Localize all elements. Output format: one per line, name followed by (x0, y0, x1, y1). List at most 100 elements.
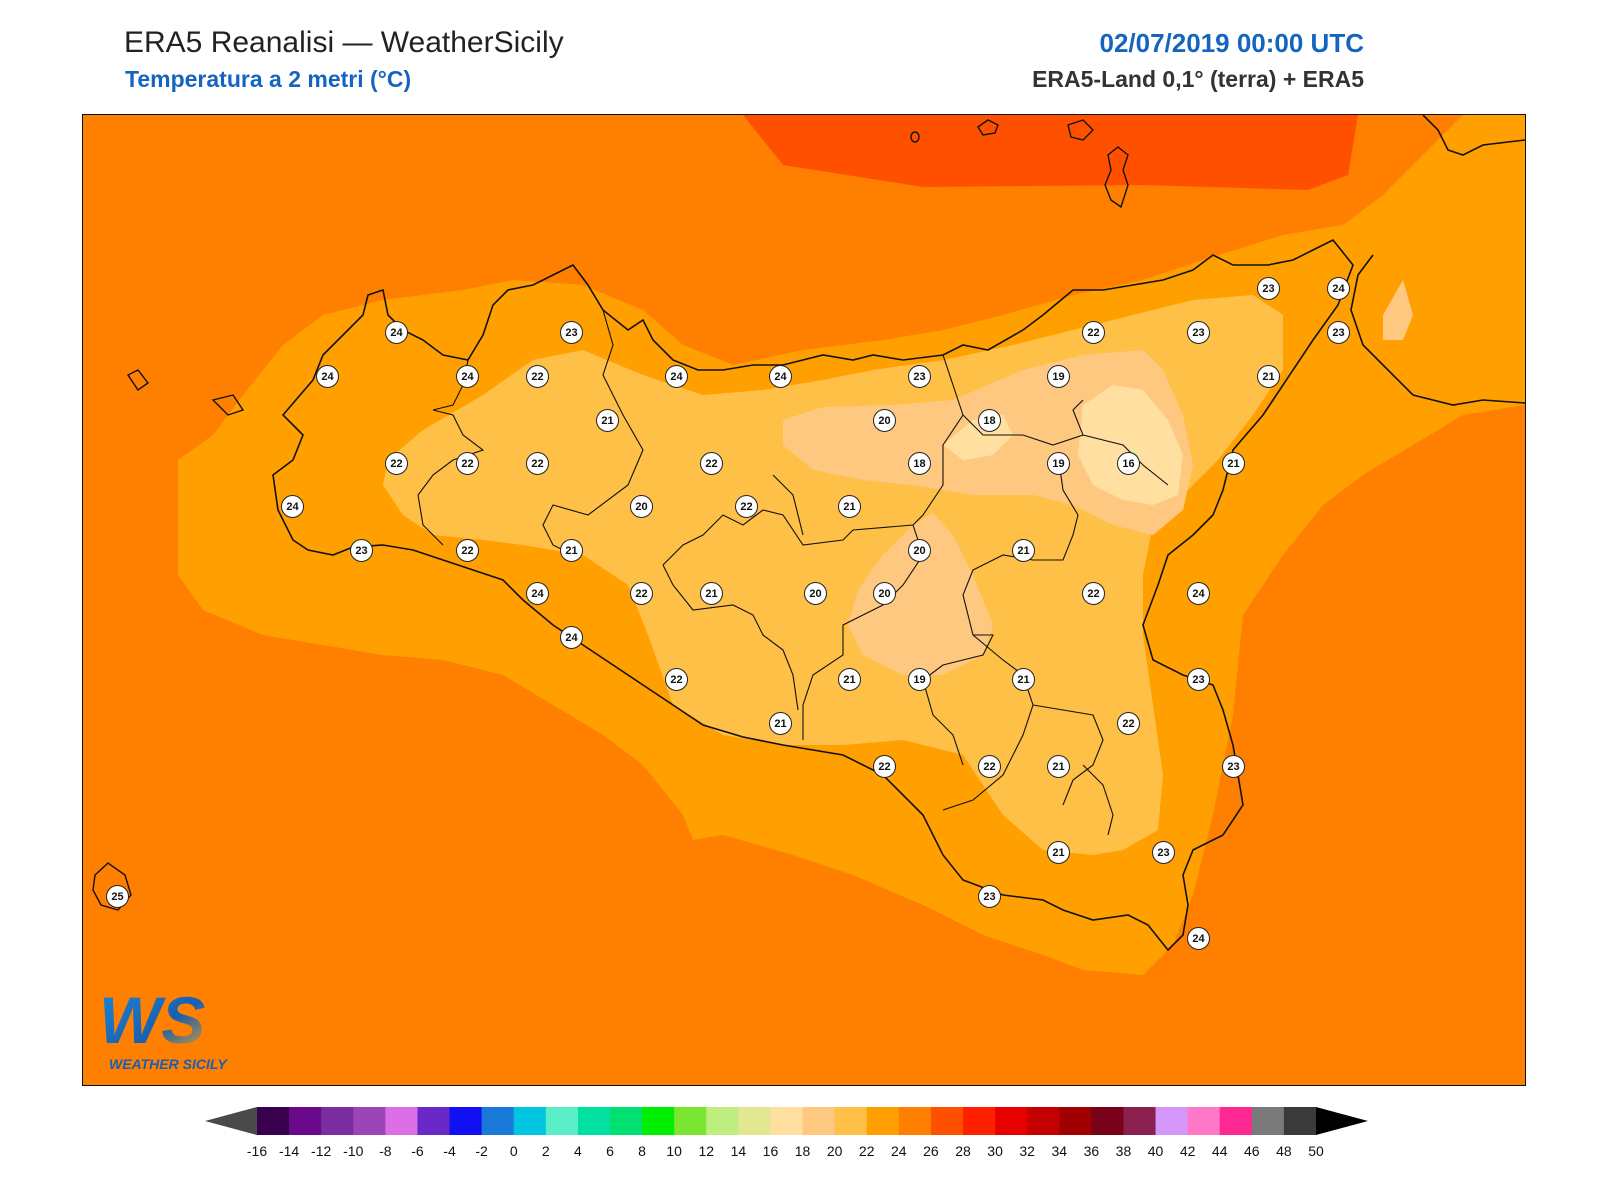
station-value: 22 (526, 452, 549, 475)
station-value: 20 (630, 495, 653, 518)
station-value: 23 (1187, 668, 1210, 691)
svg-text:WS: WS (99, 983, 205, 1057)
temperature-map: 24 23 24 24 22 24 24 23 22 23 23 24 23 19 21 21 20 18 22 22… (82, 114, 1526, 1086)
colorbar-swatch (995, 1107, 1028, 1135)
station-value: 23 (560, 321, 583, 344)
colorbar-swatch (1027, 1107, 1060, 1135)
colorbar-swatch (1123, 1107, 1157, 1135)
station-value: 21 (1257, 365, 1280, 388)
station-value: 21 (1047, 755, 1070, 778)
island-alicudi-filicudi (977, 119, 999, 136)
station-value: 23 (1327, 321, 1350, 344)
station-value: 22 (630, 582, 653, 605)
station-value: 24 (456, 365, 479, 388)
station-value: 20 (804, 582, 827, 605)
colorbar-tick-label: -4 (443, 1143, 456, 1159)
colorbar-swatch (417, 1107, 451, 1135)
colorbar-tick-label: 16 (762, 1143, 779, 1159)
station-value: 19 (1047, 452, 1070, 475)
station-value: 19 (908, 668, 931, 691)
colorbar-tick-label: -12 (311, 1143, 332, 1159)
temperature-field (83, 115, 1525, 1085)
province-boundaries (417, 309, 1169, 836)
island-ustica (910, 131, 920, 143)
colorbar-swatch (834, 1107, 868, 1135)
station-value: 23 (1187, 321, 1210, 344)
colorbar-tick-label: 8 (638, 1143, 646, 1159)
station-value: 23 (1152, 841, 1175, 864)
station-value: 21 (838, 495, 861, 518)
station-value: 24 (769, 365, 792, 388)
station-value: 21 (1047, 841, 1070, 864)
colorbar-tick-label: 40 (1147, 1143, 1164, 1159)
station-value: 23 (1257, 277, 1280, 300)
colorbar-tick-label: 26 (923, 1143, 939, 1159)
colorbar-swatch (610, 1107, 643, 1135)
sicily-coastline (272, 238, 1354, 952)
colorbar-swatch (898, 1107, 932, 1135)
contour-18-20-c (1383, 280, 1413, 340)
colorbar-swatch (674, 1107, 707, 1135)
station-value: 21 (838, 668, 861, 691)
colorbar-tick-label: 18 (794, 1143, 811, 1159)
station-value: 22 (700, 452, 723, 475)
station-value: 23 (350, 539, 373, 562)
colorbar-swatch (802, 1107, 836, 1135)
station-value: 22 (456, 539, 479, 562)
station-value: 24 (1187, 582, 1210, 605)
station-value: 23 (1222, 755, 1245, 778)
colorbar-tick-label: 46 (1244, 1143, 1260, 1159)
station-value: 22 (735, 495, 758, 518)
station-value: 21 (1012, 668, 1035, 691)
colorbar-tick-label: 10 (666, 1143, 682, 1159)
station-value: 22 (665, 668, 688, 691)
colorbar-tick-label: 12 (698, 1143, 715, 1159)
colorbar-swatch (930, 1107, 964, 1135)
island-lipari-vulcano (1104, 146, 1129, 209)
station-value: 24 (281, 495, 304, 518)
station-value: 20 (908, 539, 931, 562)
station-value: 23 (908, 365, 931, 388)
colorbar-swatch (1091, 1107, 1124, 1135)
data-source: ERA5-Land 0,1° (terra) + ERA5 (1032, 66, 1364, 92)
colorbar-swatch (353, 1107, 386, 1135)
station-value: 24 (316, 365, 339, 388)
station-value: 22 (526, 365, 549, 388)
contour-16-18-a (1078, 385, 1183, 505)
colorbar-swatch (385, 1107, 418, 1135)
map-subtitle: Temperatura a 2 metri (°C) (125, 66, 412, 92)
colorbar-tick-label: 34 (1051, 1143, 1068, 1159)
colorbar-swatch (449, 1107, 483, 1135)
colorbar-swatch (321, 1107, 354, 1135)
colorbar-tick-label: 48 (1276, 1143, 1292, 1159)
station-value: 22 (1082, 321, 1105, 344)
colorbar-tick-label: 50 (1308, 1143, 1324, 1159)
station-value: 18 (908, 452, 931, 475)
colorbar-tick-label: 22 (858, 1143, 875, 1159)
colorbar-tick-label: 4 (574, 1143, 582, 1159)
colorbar-tick-label: 38 (1115, 1143, 1132, 1159)
temperature-colorbar: -16 -14 -12 -10 -8 -6 -4 -2 0 2 4 6 8 10 12 14 16 18 20 22 2… (205, 1107, 1400, 1167)
colorbar-swatch (545, 1107, 579, 1135)
station-value: 22 (978, 755, 1001, 778)
colorbar-tick-label: -2 (475, 1143, 488, 1159)
station-value: 25 (106, 885, 129, 908)
svg-text:WEATHER SICILY: WEATHER SICILY (109, 1056, 228, 1072)
colorbar-swatch (1219, 1107, 1253, 1135)
station-value: 23 (978, 885, 1001, 908)
colorbar-tick-label: 30 (987, 1143, 1003, 1159)
station-value: 24 (385, 321, 408, 344)
colorbar-swatch (1155, 1107, 1189, 1135)
colorbar-swatch (706, 1107, 739, 1135)
colorbar-swatch (289, 1107, 322, 1135)
contour-26-28 (743, 115, 1358, 190)
colorbar-swatch (642, 1107, 675, 1135)
station-value: 16 (1117, 452, 1140, 475)
station-value: 20 (873, 409, 896, 432)
colorbar-swatch (1059, 1107, 1092, 1135)
colorbar-tick-label: 32 (1019, 1143, 1035, 1159)
station-value: 21 (1222, 452, 1245, 475)
colorbar-tick-label: 44 (1211, 1143, 1228, 1159)
colorbar-tick-label: 28 (955, 1143, 971, 1159)
colorbar-under-arrow (205, 1107, 257, 1135)
